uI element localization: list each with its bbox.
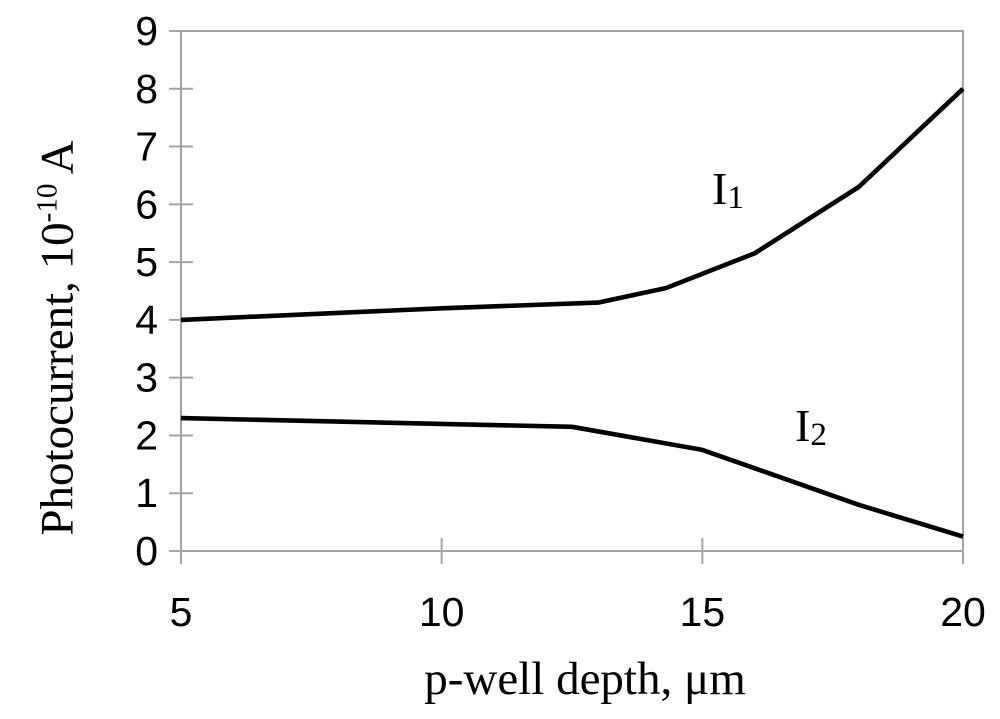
y-tick-label: 4 <box>135 297 158 343</box>
y-tick-label: 6 <box>135 181 158 227</box>
curve-label-i2-main: I <box>795 400 811 451</box>
y-tick-label: 1 <box>135 470 158 516</box>
y-axis-title-exponent: -10 <box>31 183 64 223</box>
plot-frame <box>180 30 964 552</box>
y-tick-label: 7 <box>135 124 158 170</box>
x-axis-title: p-well depth, μm <box>424 653 746 705</box>
curve-label-i1-sub: 1 <box>727 178 744 216</box>
y-tick-label: 9 <box>135 8 158 54</box>
y-axis-title-prefix: Photocurrent, 10 <box>31 222 84 536</box>
y-tick-label: 8 <box>135 66 158 112</box>
y-tick-label: 5 <box>135 239 158 285</box>
y-tick-label: 0 <box>135 528 158 574</box>
x-tick-label: 15 <box>680 589 726 635</box>
x-tick-label: 20 <box>940 589 986 635</box>
x-tick-label: 5 <box>170 589 193 635</box>
x-tick-label: 10 <box>419 589 465 635</box>
y-tick-label: 3 <box>135 355 158 401</box>
curve-label-i2-sub: 2 <box>810 415 827 453</box>
y-tick-label: 2 <box>135 412 158 458</box>
curve-I2 <box>180 415 964 539</box>
curve-label-i2: I2 <box>795 400 827 452</box>
y-axis-title-suffix: A <box>31 140 84 184</box>
y-axis-title: Photocurrent, 10-10 A <box>31 140 84 536</box>
curve-label-i1-main: I <box>712 163 728 214</box>
curve-label-i1: I1 <box>712 163 744 215</box>
curve-I1 <box>180 87 965 323</box>
